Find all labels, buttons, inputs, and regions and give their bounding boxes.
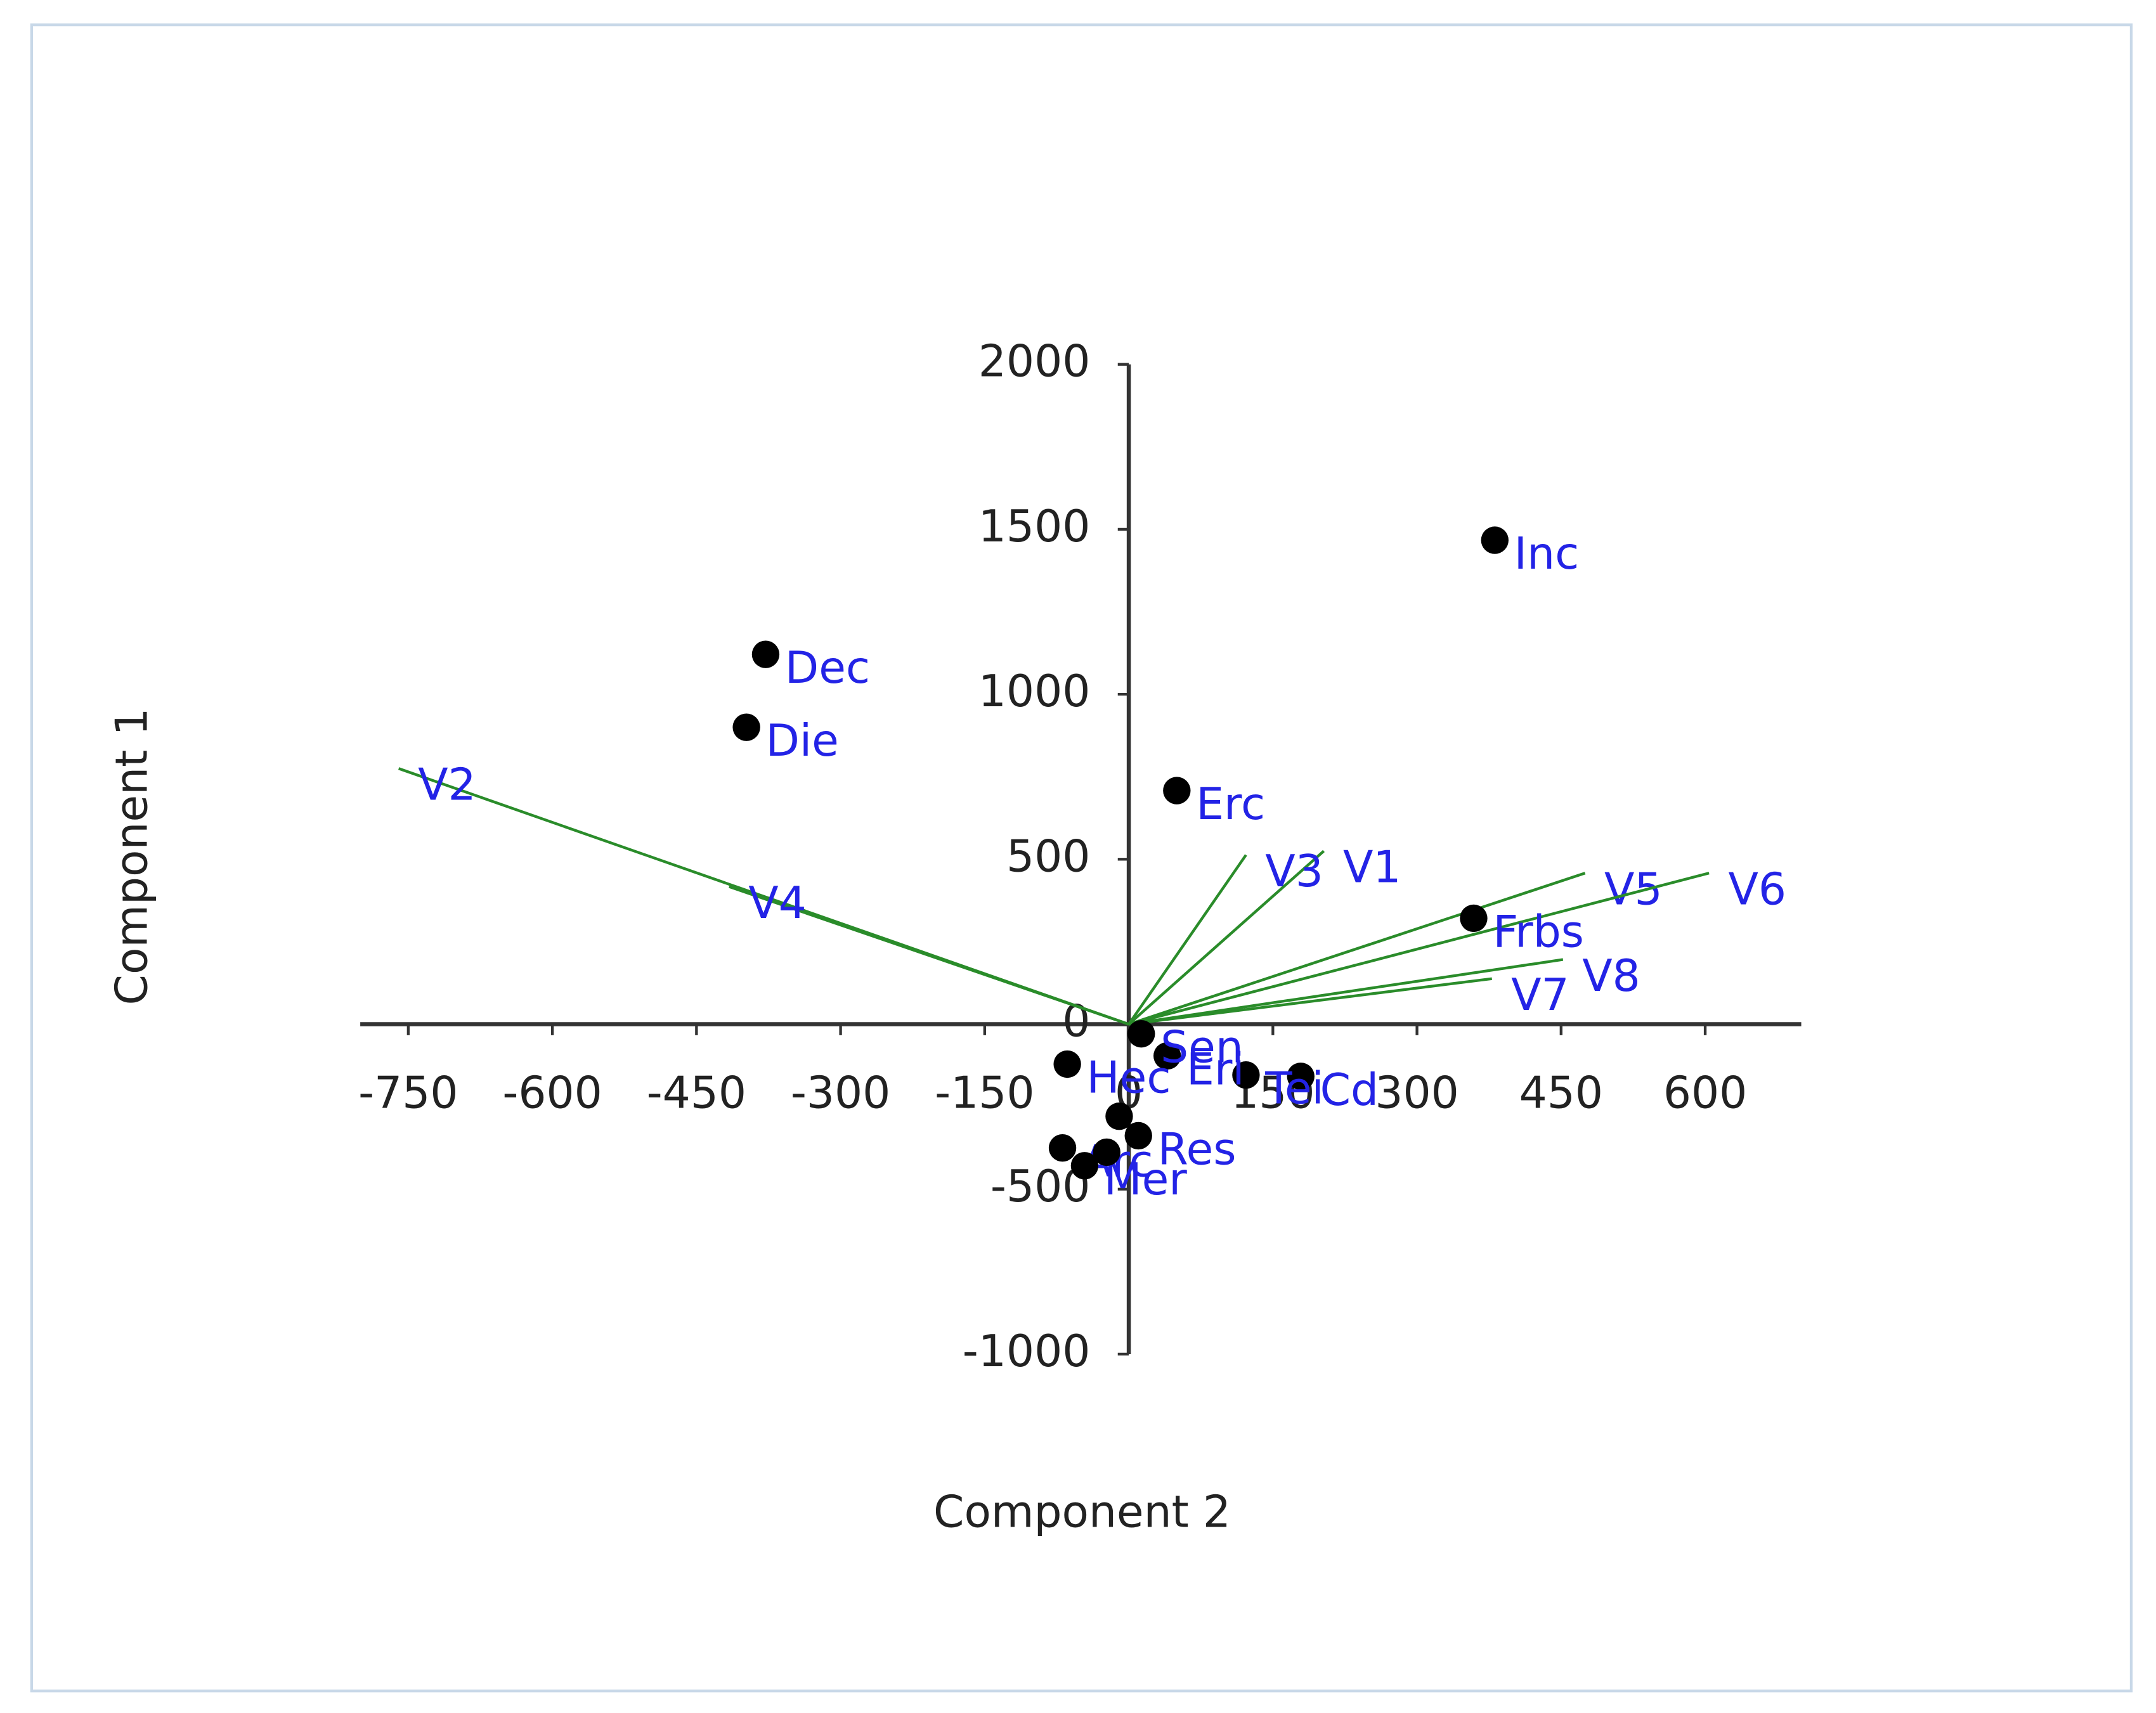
loading-vector xyxy=(729,885,1129,1026)
score-point xyxy=(1048,1134,1077,1162)
frame xyxy=(30,23,2133,1693)
x-tick-label: 300 xyxy=(1375,1068,1458,1118)
score-point xyxy=(1153,1042,1181,1070)
x-tick-label: 600 xyxy=(1663,1068,1747,1118)
loading-vector xyxy=(1128,872,1586,1026)
point-label: Res xyxy=(1158,1124,1237,1175)
score-point xyxy=(1232,1061,1260,1089)
vector-label: V1 xyxy=(1343,843,1401,893)
y-axis-label: Component 1 xyxy=(107,708,158,1005)
loading-vector xyxy=(1128,958,1564,1026)
point-label: Tei xyxy=(1264,1064,1324,1115)
score-point xyxy=(1093,1138,1120,1167)
x-tick-label: -450 xyxy=(647,1068,746,1118)
loading-vector xyxy=(1128,977,1493,1026)
x-tick-label: -600 xyxy=(502,1068,602,1118)
score-point xyxy=(1481,526,1509,554)
point-label: Mer xyxy=(1104,1154,1188,1205)
score-point xyxy=(1460,904,1488,933)
score-point xyxy=(1105,1102,1133,1130)
point-label: Die xyxy=(765,716,838,766)
vector-label: V2 xyxy=(418,760,476,811)
score-point xyxy=(1124,1122,1152,1150)
y-tick-label: 500 xyxy=(1006,831,1090,882)
score-point xyxy=(732,713,760,741)
point-label: Inc xyxy=(1514,529,1580,579)
loading-vector xyxy=(1127,850,1325,1026)
x-tick-label: -300 xyxy=(791,1068,890,1118)
point-label: Erc xyxy=(1196,779,1265,830)
point-label: Sen xyxy=(1160,1023,1244,1073)
vector-label: V6 xyxy=(1728,865,1786,915)
vector-label: V7 xyxy=(1511,970,1569,1021)
point-label: Cd xyxy=(1320,1065,1379,1116)
point-label: Hec xyxy=(1086,1053,1171,1104)
point-label: Frbs xyxy=(1493,907,1584,958)
x-tick-label: 450 xyxy=(1519,1068,1603,1118)
x-tick-label: -150 xyxy=(935,1068,1034,1118)
y-tick-label: 1500 xyxy=(978,501,1091,552)
y-tick-label: -1000 xyxy=(963,1326,1091,1377)
vector-label: V8 xyxy=(1582,951,1640,1002)
score-point xyxy=(1070,1152,1099,1180)
x-tick-label: -750 xyxy=(358,1068,458,1118)
score-point xyxy=(1287,1063,1315,1090)
y-tick-label: 2000 xyxy=(978,337,1091,387)
score-point xyxy=(1163,777,1191,805)
score-point xyxy=(1053,1050,1081,1078)
point-label: Dec xyxy=(785,643,870,694)
vector-label: V5 xyxy=(1604,865,1663,915)
loading-vector xyxy=(1128,872,1710,1026)
score-point xyxy=(1127,1019,1155,1048)
x-axis-label: Component 2 xyxy=(933,1487,1231,1538)
vector-label: V3 xyxy=(1265,846,1323,897)
loading-vector xyxy=(1127,854,1247,1025)
score-point xyxy=(751,640,780,668)
point-label: Eri xyxy=(1186,1045,1245,1096)
y-tick-label: 1000 xyxy=(978,666,1091,717)
vector-label: V4 xyxy=(748,878,807,929)
